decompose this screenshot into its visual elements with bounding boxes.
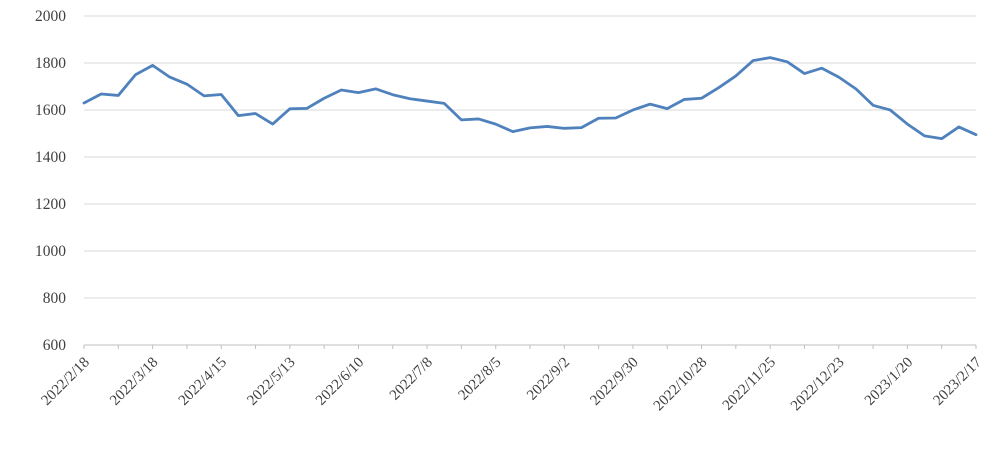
y-tick-label: 1800 [35, 55, 66, 72]
x-tick-label: 2022/2/18 [38, 355, 92, 409]
x-tick-label: 2022/11/25 [720, 355, 779, 414]
y-tick-label: 2000 [35, 8, 66, 25]
x-axis-labels: 2022/2/18 2022/3/18 2022/4/15 2022/5/13 2022… [38, 354, 985, 414]
x-tick-label: 2022/12/23 [788, 355, 848, 415]
x-tick-marks [83, 345, 977, 349]
y-tick-label: 800 [43, 290, 67, 307]
x-tick-label: 2022/10/28 [651, 355, 711, 415]
x-tick-label: 2022/4/15 [176, 355, 230, 409]
x-tick-label: 2022/7/8 [387, 355, 436, 404]
x-tick-label: 2022/9/30 [587, 355, 641, 409]
x-tick-label: 2022/3/18 [107, 355, 161, 409]
series-line [82, 56, 978, 141]
x-tick-label: 2022/6/10 [313, 355, 367, 409]
y-tick-label: 1200 [35, 196, 66, 213]
y-tick-label: 1600 [35, 102, 66, 119]
x-tick-label: 2023/1/20 [862, 355, 916, 409]
x-tick-label: 2022/5/13 [244, 355, 298, 409]
x-tick-label: 2022/8/5 [455, 355, 504, 404]
y-tick-label: 1400 [35, 149, 66, 166]
y-axis-labels: 600 800 1000 1200 1400 1600 1800 2000 [35, 8, 66, 354]
y-tick-label: 1000 [35, 243, 66, 260]
x-tick-label: 2022/9/2 [524, 355, 573, 404]
y-tick-label: 600 [43, 337, 67, 354]
x-tick-label: 2023/2/17 [930, 354, 985, 409]
gridlines [84, 15, 976, 299]
